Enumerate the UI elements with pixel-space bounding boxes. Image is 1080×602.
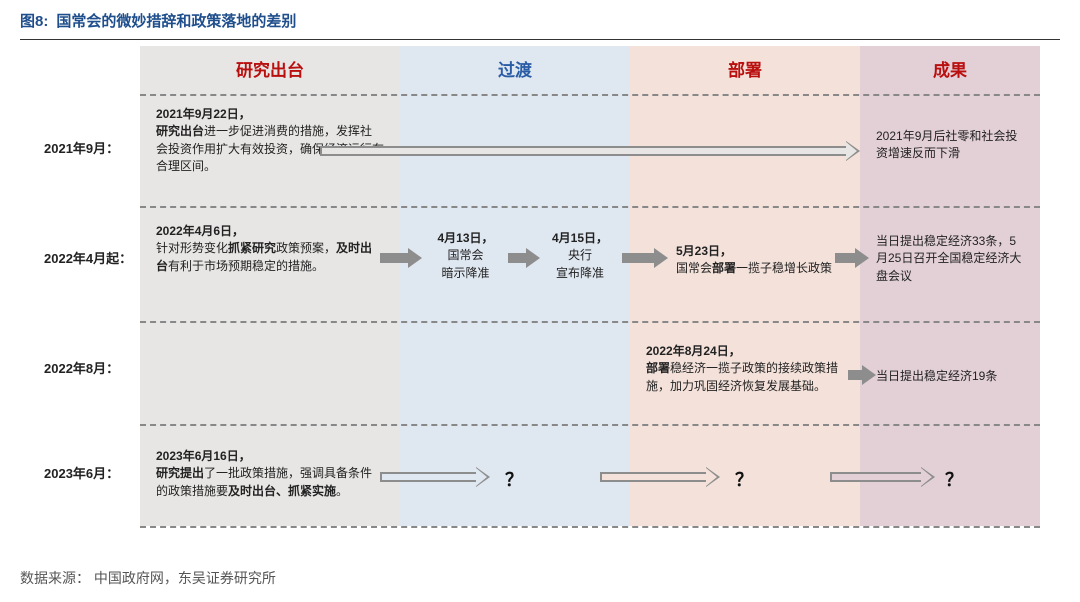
arrow-outline [320,144,860,158]
row-label-r4: 2023年6月： [40,463,140,482]
stage-header-research: 研究出台 [140,56,400,81]
timeline-chart: 研究出台过渡部署成果 2021年9月： 2022年4月起： 2022年8月： 2023年… [40,46,1040,526]
cell-r2_result: 当日提出稳定经济33条，5月25日召开全国稳定经济大盘会议 [870,231,1030,287]
source-text: 中国政府网，东吴证券研究所 [94,570,276,586]
column-bg-transition [400,46,630,526]
stage-header-transition: 过渡 [400,56,630,81]
row-divider [140,321,1040,323]
arrow-solid [848,368,876,382]
cell-r1_research: 2021年9月22日，研究出台进一步促进消费的措施，发挥社会投资作用扩大有效投资… [150,104,390,178]
cell-r4_research: 2023年6月16日，研究提出了一批政策措施，强调具备条件的政策措施要及时出台、… [150,446,390,502]
row-divider [140,526,1040,528]
arrow-solid [622,251,668,265]
cell-r1_result: 2021年9月后社零和社会投资增速反而下滑 [870,126,1030,165]
arrow-solid [380,251,422,265]
arrow-solid [835,251,869,265]
cell-r2_t1: 4月13日，国常会暗示降准 [418,228,513,284]
row-divider [140,206,1040,208]
column-bg-deploy [630,46,860,526]
row-label-r2: 2022年4月起： [40,248,140,267]
cell-r2_deploy: 5月23日，国常会部署一揽子稳增长政策 [670,241,850,280]
arrow-outline [380,470,490,484]
figure-title: 国常会的微妙措辞和政策落地的差别 [56,10,296,31]
figure-label: 图8: [20,10,48,31]
arrow-solid [508,251,540,265]
figure-title-row: 图8: 国常会的微妙措辞和政策落地的差别 [20,10,1060,40]
stage-header-deploy: 部署 [630,56,860,81]
cell-r2_t2: 4月15日，央行宣布降准 [535,228,625,284]
arrow-outline [830,470,935,484]
cell-r3_deploy: 2022年8月24日，部署稳经济一揽子政策的接续政策措施，加力巩固经济恢复发展基… [640,341,850,397]
row-label-r3: 2022年8月： [40,358,140,377]
source-label: 数据来源： [20,570,90,586]
question-mark: ？ [505,466,523,492]
question-mark: ？ [945,466,963,492]
cell-r2_research: 2022年4月6日，针对形势变化抓紧研究政策预案，及时出台有利于市场预期稳定的措… [150,221,390,277]
data-source: 数据来源： 中国政府网，东吴证券研究所 [20,568,276,588]
row-label-r1: 2021年9月： [40,138,140,157]
question-mark: ？ [735,466,753,492]
arrow-outline [600,470,720,484]
stage-header-result: 成果 [860,56,1040,81]
row-divider [140,94,1040,96]
row-divider [140,424,1040,426]
cell-r3_result: 当日提出稳定经济19条 [870,366,1030,387]
